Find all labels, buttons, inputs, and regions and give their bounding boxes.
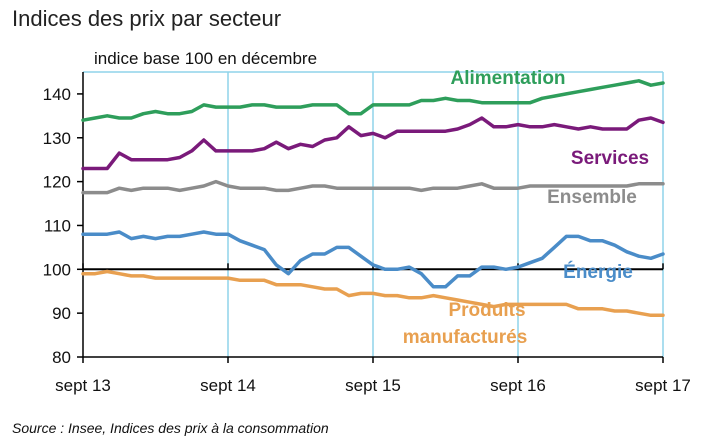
series-label-produits-manufactures: Produits bbox=[448, 300, 525, 321]
series-line-energie bbox=[81, 230, 665, 289]
source-note: Source : Insee, Indices des prix à la co… bbox=[12, 420, 329, 436]
y-tick-label: 140 bbox=[43, 85, 71, 104]
y-tick-label: 110 bbox=[44, 216, 71, 235]
x-tick-label: sept 17 bbox=[635, 376, 691, 395]
y-tick-label: 90 bbox=[52, 304, 71, 323]
chart-title: Indices des prix par secteur bbox=[12, 6, 282, 31]
series-lines bbox=[81, 79, 665, 318]
x-tick-label: sept 13 bbox=[55, 376, 111, 395]
series-line-services bbox=[81, 116, 665, 171]
x-tick-label: sept 15 bbox=[345, 376, 401, 395]
y-axis-label: indice base 100 en décembre bbox=[94, 49, 317, 68]
series-label-services: Services bbox=[571, 148, 649, 169]
series-label-produits-manufactures: manufacturés bbox=[403, 327, 528, 348]
x-tick-label: sept 14 bbox=[200, 376, 256, 395]
grid bbox=[83, 71, 664, 357]
series-line-ensemble bbox=[81, 179, 665, 195]
series-label-alimentation: Alimentation bbox=[450, 68, 565, 89]
series-label-energie: Énergie bbox=[563, 261, 633, 283]
series-line-produits-manufactures bbox=[81, 269, 665, 318]
y-tick-label: 130 bbox=[43, 129, 71, 148]
axes: 80 90 100 110 120 130 140 sept 13 sept 14 sept 15… bbox=[43, 72, 691, 395]
series-labels: Alimentation Services Ensemble Énergie Produ… bbox=[403, 68, 649, 348]
y-tick-label: 120 bbox=[43, 173, 71, 192]
y-tick-label: 80 bbox=[52, 348, 71, 367]
x-tick-label: sept 16 bbox=[490, 376, 546, 395]
y-tick-label: 100 bbox=[43, 260, 71, 279]
series-line-alimentation bbox=[81, 79, 665, 122]
series-label-ensemble: Ensemble bbox=[547, 187, 637, 208]
